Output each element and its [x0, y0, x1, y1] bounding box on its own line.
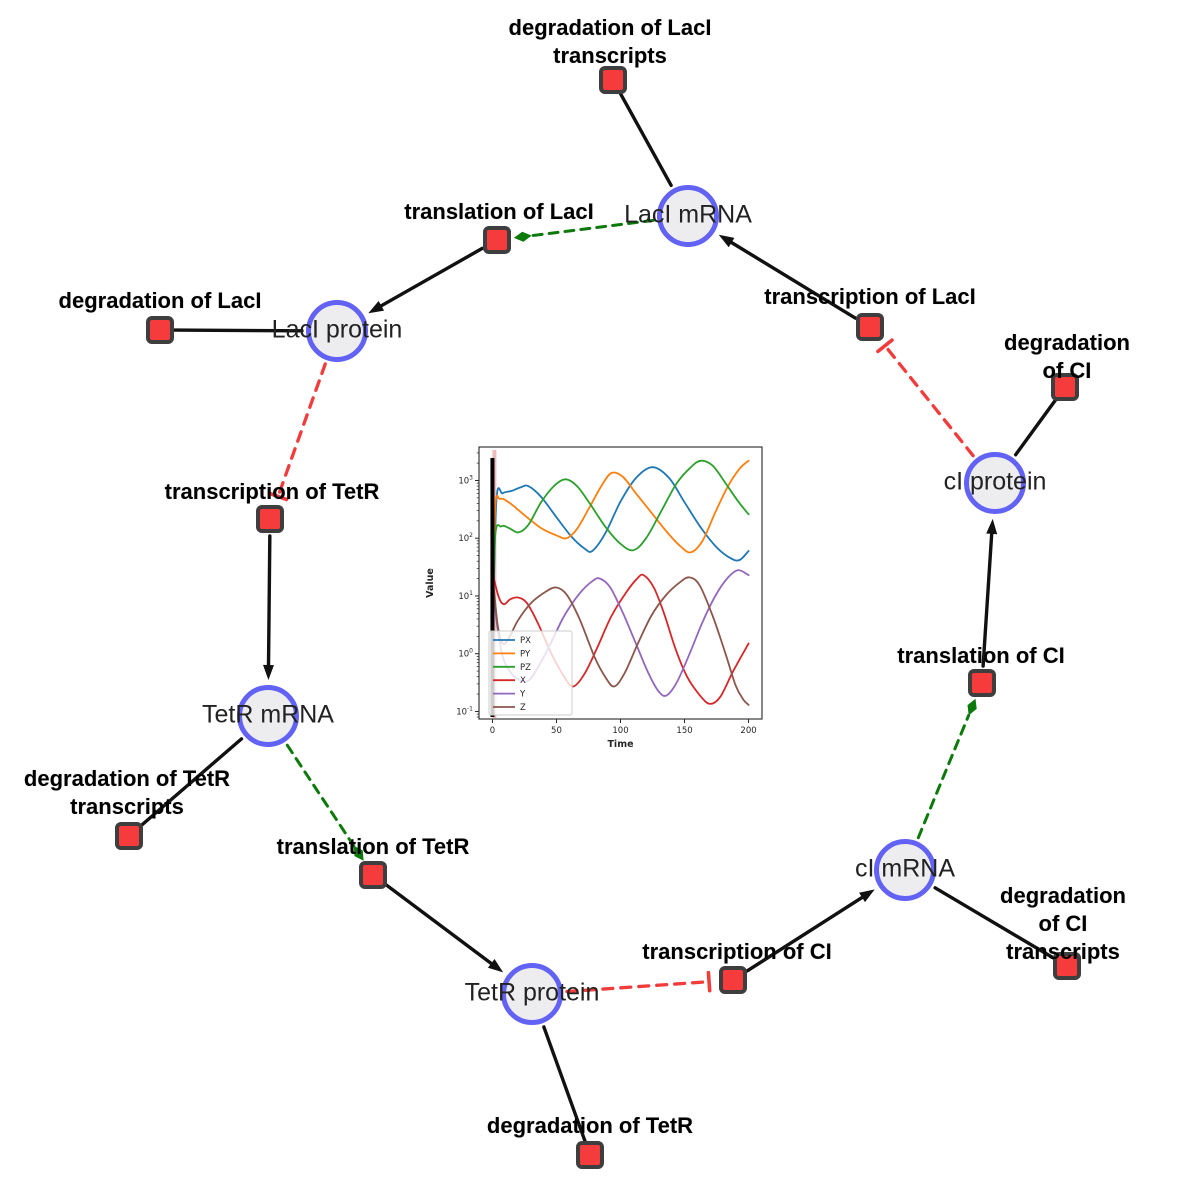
edge-tetr-protein-to-deg-tetr	[542, 1025, 587, 1144]
edge-transcription-ci-to-ci-mrna	[745, 894, 866, 973]
reaction-node-deg-ci-transcripts[interactable]	[1053, 952, 1081, 980]
edge-translation-laci-to-laci-protein	[377, 246, 484, 309]
y-tick-label: 100	[458, 648, 473, 660]
species-label-laci-protein: LacI protein	[271, 315, 403, 344]
simulation-plot-svg: 0 50 100 150 20010-1100101102103TimeValuePXP…	[425, 446, 763, 750]
edge-ci-mrna-to-translation-ci-diamond	[967, 698, 977, 716]
reaction-node-deg-laci-transcripts[interactable]	[599, 66, 627, 94]
legend-label-PY: PY	[520, 649, 531, 659]
species-node-ci-mrna[interactable]	[874, 839, 936, 901]
y-axis-label: Value	[425, 568, 436, 598]
species-node-laci-protein[interactable]	[306, 300, 368, 362]
edge-tetr-mrna-to-deg-tetr-transcripts	[137, 737, 244, 829]
species-label-laci-mrna: LacI mRNA	[624, 200, 752, 229]
reaction-label-transcription-laci: transcription of LacI	[764, 284, 976, 309]
y-tick-label: 101	[458, 590, 473, 602]
edge-transcription-tetr-to-tetr-mrna	[266, 534, 272, 669]
reaction-node-transcription-ci[interactable]	[719, 966, 747, 994]
species-label-ci-mrna: cI mRNA	[855, 854, 955, 883]
edge-laci-protein-to-transcription-tetr	[276, 362, 327, 499]
plot-line-Z	[491, 572, 750, 706]
reaction-label-transcription-ci: transcription of CI	[642, 939, 832, 964]
species-label-ci-protein: cI protein	[943, 467, 1047, 496]
x-tick-label: 100	[612, 726, 628, 736]
edge-translation-tetr-to-tetr-protein-arrowhead	[487, 959, 504, 973]
legend-label-Z: Z	[520, 703, 526, 713]
plot-series-group	[491, 459, 750, 706]
reaction-label-translation-tetr: translation of TetR	[276, 834, 470, 859]
reaction-node-deg-laci[interactable]	[146, 316, 174, 344]
edge-ci-mrna-to-deg-ci-transcripts	[933, 886, 1057, 961]
edge-ci-mrna-to-translation-ci	[916, 713, 971, 840]
y-tick-label: 10-1	[456, 705, 473, 717]
edge-laci-mrna-to-translation-laci	[530, 218, 655, 238]
species-node-tetr-mrna[interactable]	[237, 685, 299, 747]
reaction-label-deg-tetr-transcripts: degradation of TetR transcripts	[23, 766, 231, 819]
reaction-label-deg-ci-transcripts: degradation of CI transcripts	[1000, 883, 1126, 964]
reaction-label-transcription-tetr: transcription of TetR	[164, 479, 380, 504]
reaction-node-transcription-laci[interactable]	[856, 313, 884, 341]
edge-transcription-laci-to-laci-mrna-arrowhead	[718, 234, 735, 248]
legend-label-PZ: PZ	[520, 663, 531, 673]
reaction-label-deg-laci-transcripts: degradation of LacI transcripts	[508, 15, 712, 68]
species-label-tetr-mrna: TetR mRNA	[202, 700, 334, 729]
species-node-ci-protein[interactable]	[964, 452, 1026, 514]
reaction-node-deg-ci[interactable]	[1051, 373, 1079, 401]
plot-legend: PX PY PZ XYZ	[488, 630, 573, 716]
reaction-node-translation-ci[interactable]	[968, 669, 996, 697]
legend-label-PX: PX	[520, 636, 531, 646]
simulation-plot: 0 50 100 150 200 10-1 100 101 102 103 Time Value PX P…	[418, 430, 770, 765]
x-tick-label: 50	[551, 726, 562, 736]
x-tick-label: 0	[490, 726, 495, 736]
edge-ci-protein-to-transcription-laci	[883, 344, 975, 458]
y-tick-label: 102	[458, 532, 473, 544]
edge-laci-mrna-to-translation-laci-diamond	[513, 231, 532, 242]
species-label-tetr-protein: TetR protein	[464, 978, 600, 1007]
reaction-node-translation-tetr[interactable]	[359, 861, 387, 889]
reaction-label-translation-laci: translation of LacI	[404, 199, 594, 224]
plot-line-PX	[491, 466, 750, 655]
edge-tetr-protein-to-transcription-ci-tbar	[706, 970, 712, 993]
edge-translation-ci-to-ci-protein	[981, 530, 994, 668]
edge-tetr-mrna-to-translation-tetr	[285, 743, 356, 848]
legend-label-X: X	[520, 676, 526, 686]
x-axis-label: Time	[607, 739, 633, 750]
y-tick-label: 103	[458, 474, 473, 486]
edge-translation-laci-to-laci-protein-arrowhead	[368, 301, 385, 314]
species-node-laci-mrna[interactable]	[657, 185, 719, 247]
plot-line-PZ	[491, 459, 750, 655]
edge-laci-mrna-to-deg-laci-transcripts	[618, 90, 673, 188]
edge-translation-tetr-to-tetr-protein	[384, 883, 495, 967]
reaction-node-deg-tetr[interactable]	[576, 1141, 604, 1169]
reaction-node-deg-tetr-transcripts[interactable]	[115, 822, 143, 850]
edge-ci-protein-to-transcription-laci-tbar	[876, 338, 894, 354]
edge-transcription-laci-to-laci-mrna	[728, 239, 858, 320]
edge-ci-protein-to-deg-ci	[1013, 396, 1059, 457]
edge-tetr-mrna-to-translation-tetr-diamond	[353, 845, 364, 861]
reaction-label-translation-ci: translation of CI	[897, 643, 1065, 668]
edge-transcription-ci-to-ci-mrna-arrowhead	[859, 889, 875, 903]
reaction-label-deg-tetr: degradation of TetR	[486, 1113, 694, 1138]
x-tick-label: 200	[740, 726, 756, 736]
reaction-node-translation-laci[interactable]	[483, 226, 511, 254]
edge-translation-ci-to-ci-protein-arrowhead	[986, 518, 998, 535]
plot-line-PY	[491, 459, 750, 655]
legend-label-Y: Y	[519, 690, 526, 700]
edge-laci-protein-to-transcription-tetr-tbar	[267, 491, 289, 502]
edge-tetr-protein-to-transcription-ci	[565, 980, 711, 994]
edge-laci-protein-to-deg-laci	[172, 328, 304, 333]
species-node-tetr-protein[interactable]	[501, 963, 563, 1025]
edge-transcription-tetr-to-tetr-mrna-arrowhead	[263, 664, 274, 680]
x-tick-label: 150	[676, 726, 692, 736]
reaction-label-deg-laci: degradation of LacI	[58, 288, 262, 313]
reaction-node-transcription-tetr[interactable]	[256, 505, 284, 533]
plot-line-X	[491, 572, 750, 705]
reaction-label-deg-ci: degradation of CI	[1004, 330, 1130, 383]
